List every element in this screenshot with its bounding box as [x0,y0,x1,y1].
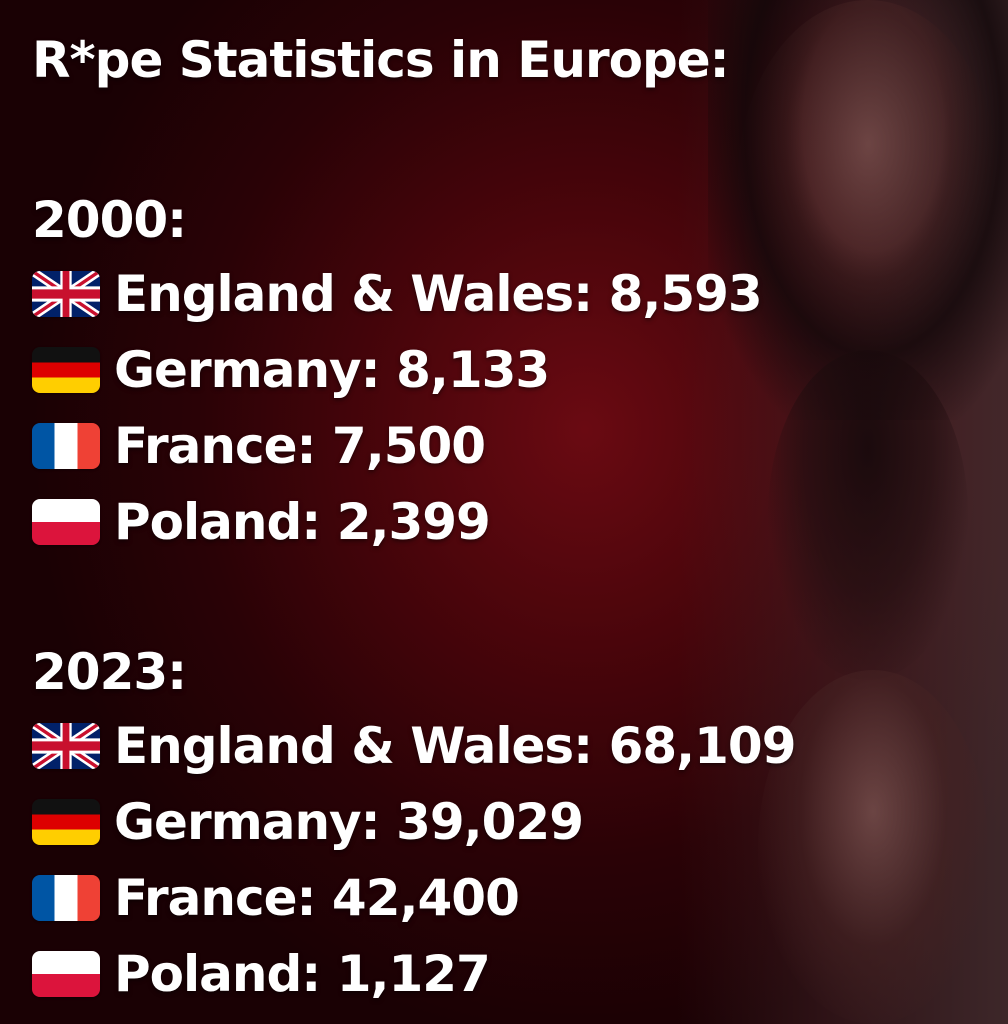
stat-value: 1,127 [336,945,491,1003]
woman-portrait-image-small [758,670,988,1024]
stat-value: 8,593 [608,265,763,323]
stat-row: Poland: 1,127 [32,936,792,1012]
country-label: England & Wales: [114,265,593,323]
stat-value: 8,133 [396,341,550,399]
germany-flag-icon [32,347,100,393]
stat-value: 68,109 [608,717,797,775]
stat-row: France: 7,500 [32,408,792,484]
stat-row: Germany: 8,133 [32,332,792,408]
uk-flag-icon [32,271,100,317]
stat-row: England & Wales: 8,593 [32,256,792,332]
country-label: England & Wales: [114,717,593,775]
country-label: Poland: [114,945,321,1003]
country-label: France: [114,417,316,475]
country-label: Poland: [114,493,321,551]
uk-flag-icon [32,723,100,769]
country-label: Germany: [114,793,381,851]
france-flag-icon [32,423,100,469]
stat-value: 2,399 [336,493,491,551]
germany-flag-icon [32,799,100,845]
stat-value: 39,029 [396,793,584,851]
statistics-text: R*pe Statistics in Europe: 2000: England… [32,24,797,1012]
stat-value: 7,500 [331,417,486,475]
stat-row: England & Wales: 68,109 [32,708,797,784]
country-label: France: [114,869,316,927]
stat-row: Poland: 2,399 [32,484,792,560]
country-label: Germany: [114,341,381,399]
france-flag-icon [32,875,100,921]
year-heading-2000: 2000: [32,191,187,249]
silhouette-figure-image [768,350,968,680]
stat-row: Germany: 39,029 [32,784,792,860]
year-heading-2023: 2023: [32,643,187,701]
poland-flag-icon [32,951,100,997]
stat-value: 42,400 [331,869,520,927]
stat-row: France: 42,400 [32,860,792,936]
poland-flag-icon [32,499,100,545]
page-title: R*pe Statistics in Europe: [32,31,730,89]
